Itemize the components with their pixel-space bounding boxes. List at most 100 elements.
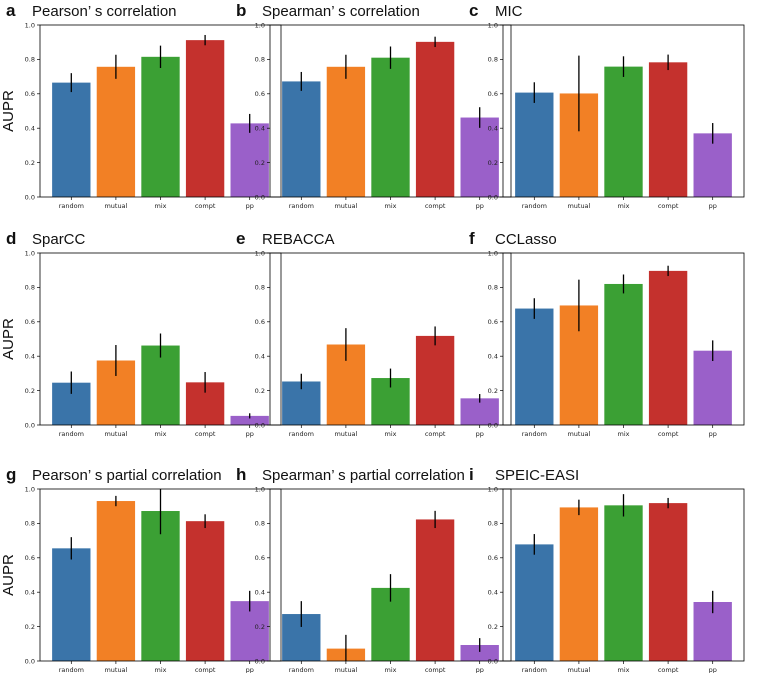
y-axis-label: AUPR [0,554,17,596]
x-tick-label-mutual: mutual [104,666,127,673]
bar-mix [604,283,643,425]
panel-title: CCLasso [495,231,557,248]
plot-frame [269,24,512,198]
x-tick-label-mix: mix [155,666,167,673]
bar-mutual [559,507,599,661]
panel-letter: h [236,465,246,484]
y-tick-label: 0.4 [25,589,35,597]
plot-frame [39,252,282,426]
bar-compt [648,503,688,661]
bar-compt [185,40,225,197]
y-tick-label: 0.6 [255,90,265,98]
x-tick-label-pp: pp [709,666,717,673]
plot-frame [269,252,512,426]
x-tick-label-pp: pp [476,202,484,210]
panel-letter: i [469,465,474,484]
bar-compt [415,41,455,197]
y-tick-label: 0.4 [488,353,498,361]
bar-pp [693,133,732,197]
x-tick-label-mix: mix [385,430,397,438]
x-tick-label-pp: pp [246,202,254,210]
panel-c: c MIC 0.0 0.2 0.4 0.6 0.8 1.0 random mutual mix com… [469,1,745,210]
bar-pp [460,398,499,425]
y-tick-label: 0.0 [255,421,265,429]
plot-frame [39,24,282,198]
bar-mix [141,345,180,425]
x-tick-label-random: random [289,666,314,673]
x-tick-label-mix: mix [618,666,630,673]
x-tick-label-compt: compt [658,430,679,438]
x-tick-label-compt: compt [195,202,216,210]
x-tick-label-compt: compt [425,202,446,210]
bar-mix [141,56,180,197]
x-tick-label-random: random [522,666,547,673]
y-tick-label: 0.6 [255,318,265,326]
y-tick-label: 0.2 [25,623,35,631]
x-tick-label-compt: compt [658,202,679,210]
panel-f: f CCLasso 0.0 0.2 0.4 0.6 0.8 1.0 random mutual mi… [469,229,745,438]
y-tick-label: 0.2 [25,387,35,395]
y-tick-label: 0.2 [488,623,498,631]
bar-compt [415,519,455,661]
bar-random [515,92,554,197]
x-tick-label-pp: pp [246,666,254,673]
y-tick-label: 0.2 [488,159,498,167]
y-tick-label: 1.0 [488,21,498,29]
y-tick-label: 0.2 [255,387,265,395]
panel-d: d SparCC AUPR 0.0 0.2 0.4 0.6 0.8 1.0 random mutua… [0,229,282,438]
x-tick-label-random: random [289,202,314,210]
x-tick-label-mix: mix [385,202,397,210]
x-tick-label-random: random [289,430,314,438]
x-tick-label-mutual: mutual [104,430,127,438]
y-tick-label: 0.8 [488,56,498,64]
bar-pp [460,645,499,661]
plot-frame [502,24,745,198]
x-tick-label-mutual: mutual [567,202,590,210]
bar-random [282,81,321,197]
panel-title: Pearson’ s partial correlation [32,467,222,484]
x-tick-label-mix: mix [618,202,630,210]
panel-b: b Spearman’ s correlation 0.0 0.2 0.4 0.6 0.8 1… [236,1,512,210]
bar-mix [141,511,180,661]
x-tick-label-mutual: mutual [567,430,590,438]
panel-e: e REBACCA 0.0 0.2 0.4 0.6 0.8 1.0 random mutual mi… [236,229,512,438]
y-tick-label: 0.6 [488,554,498,562]
x-tick-label-mutual: mutual [334,666,357,673]
panel-title: SparCC [32,231,86,248]
bar-mix [371,57,410,198]
panel-title: Spearman’ s correlation [262,3,420,20]
panel-a: a Pearson’ s correlation AUPR 0.0 0.2 0.4 0.6 0… [0,1,282,210]
x-tick-label-mix: mix [155,202,167,210]
y-tick-label: 1.0 [488,249,498,257]
bar-random [515,544,554,661]
plot-frame [502,488,745,662]
bar-pp [693,350,732,425]
y-tick-label: 0.0 [488,193,498,201]
x-tick-label-random: random [59,202,84,210]
y-tick-label: 0.0 [255,193,265,201]
y-tick-label: 0.0 [25,421,35,429]
y-tick-label: 0.8 [255,520,265,528]
x-tick-label-random: random [59,430,84,438]
x-tick-label-mix: mix [618,430,630,438]
y-tick-label: 0.4 [25,125,35,133]
panel-letter: c [469,1,478,20]
y-tick-label: 0.8 [488,520,498,528]
bar-compt [648,62,688,197]
panel-i: i SPEIC-EASI 0.0 0.2 0.4 0.6 0.8 1.0 random mutua… [469,465,745,673]
y-tick-label: 0.8 [25,520,35,528]
x-tick-label-mutual: mutual [334,430,357,438]
y-tick-label: 0.0 [255,657,265,665]
y-tick-label: 1.0 [255,21,265,29]
x-tick-label-mutual: mutual [334,202,357,210]
x-tick-label-mix: mix [155,430,167,438]
x-tick-label-random: random [522,430,547,438]
y-tick-label: 0.0 [25,657,35,665]
bar-pp [230,123,269,197]
x-tick-label-mutual: mutual [567,666,590,673]
y-tick-label: 0.8 [25,284,35,292]
panel-letter: e [236,229,245,248]
x-tick-label-pp: pp [709,202,717,210]
x-tick-label-pp: pp [476,430,484,438]
bar-compt [415,335,455,425]
